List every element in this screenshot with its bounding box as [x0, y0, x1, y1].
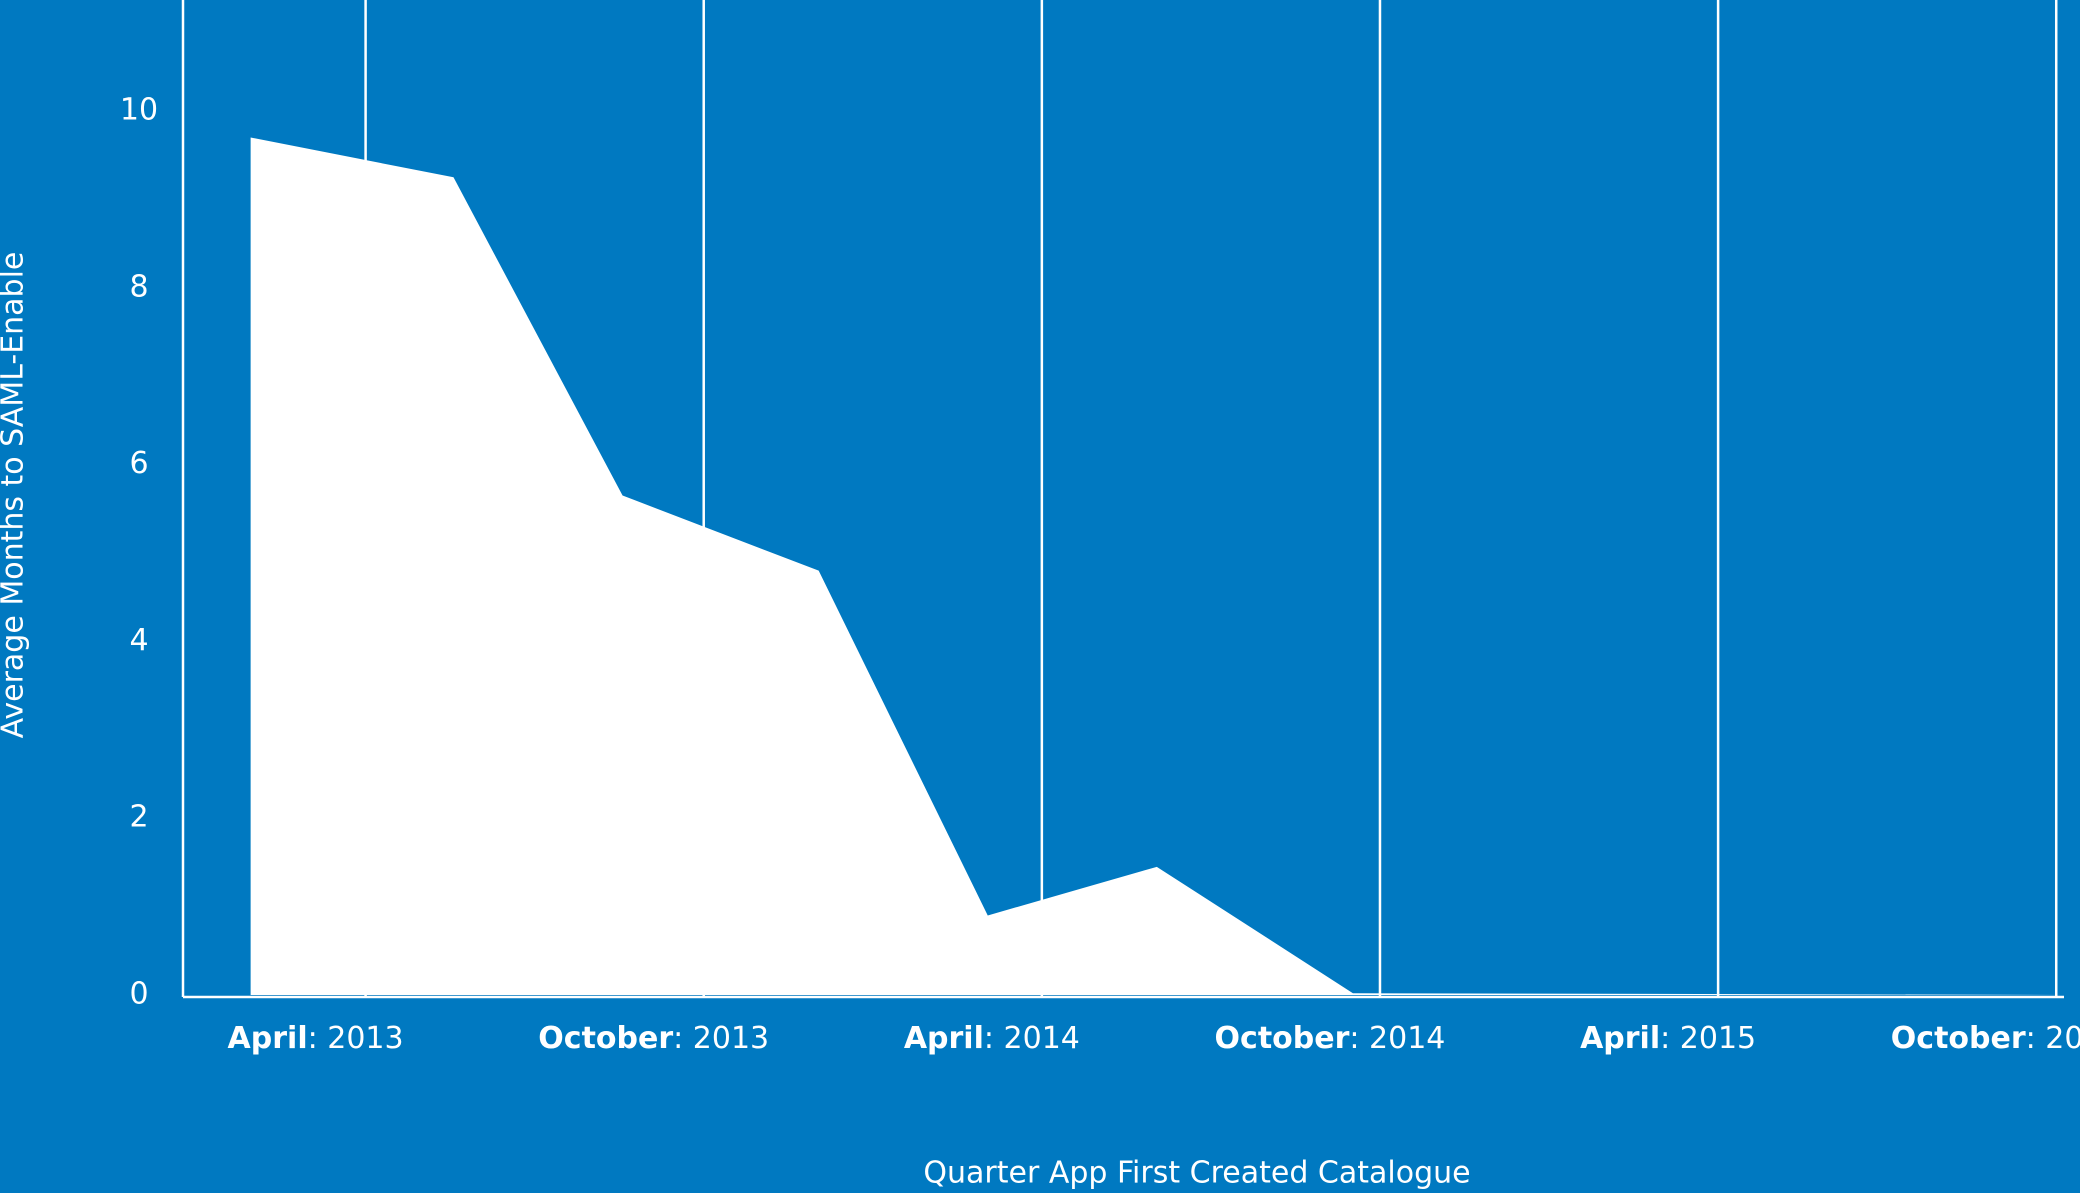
- x-tick-label: October: 2015: [1891, 1021, 2080, 1056]
- x-tick-label: April: 2013: [228, 1021, 404, 1056]
- y-tick-label: 10: [120, 93, 158, 128]
- y-tick-label: 6: [129, 446, 148, 481]
- y-tick-label: 4: [129, 623, 148, 658]
- y-tick-label: 0: [129, 977, 148, 1012]
- x-tick-label: October: 2014: [1215, 1021, 1446, 1056]
- x-axis-title: Quarter App First Created Catalogue: [923, 1156, 1470, 1191]
- x-tick-label: April: 2015: [1580, 1021, 1756, 1056]
- x-tick-label: April: 2014: [904, 1021, 1080, 1056]
- y-axis-title: Average Months to SAML-Enable: [0, 252, 31, 739]
- y-tick-label: 2: [129, 800, 148, 835]
- x-tick-label: October: 2013: [538, 1021, 769, 1056]
- y-tick-label: 8: [129, 269, 148, 304]
